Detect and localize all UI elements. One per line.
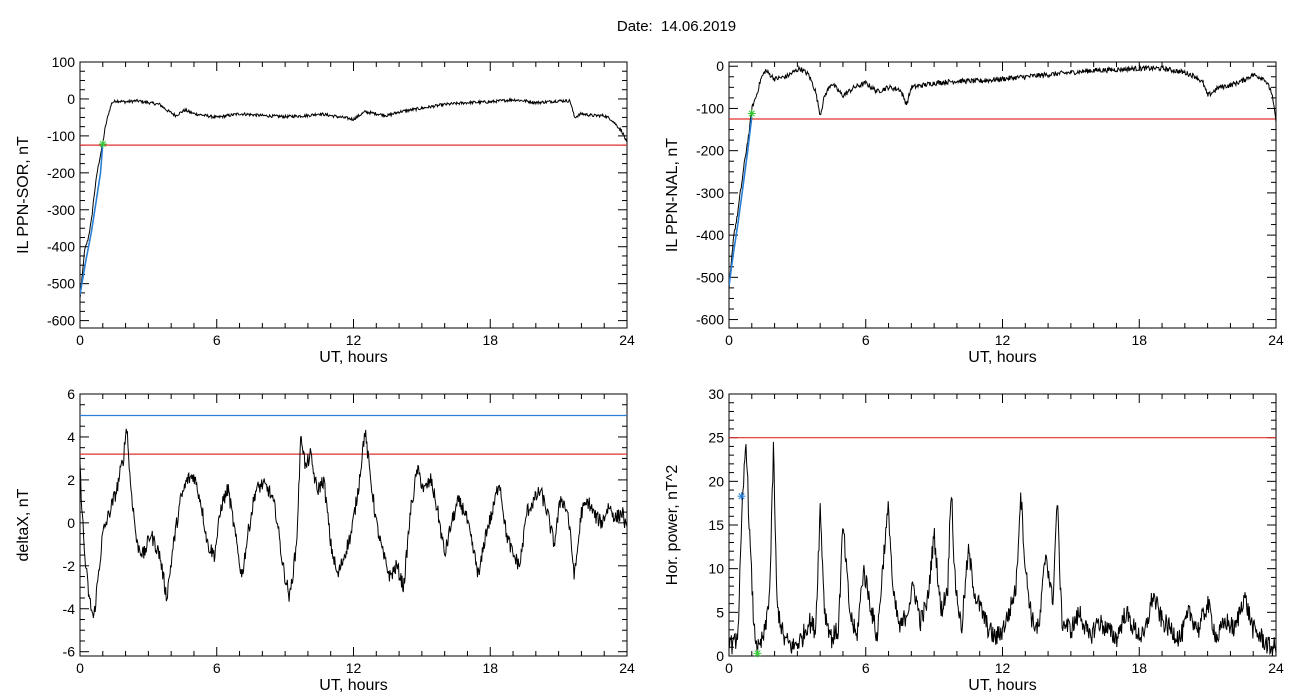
plot-area	[80, 97, 627, 299]
x-axis-label: UT, hours	[968, 677, 1036, 694]
onset-marker	[98, 140, 107, 149]
x-tick-label: 18	[482, 332, 498, 348]
y-tick-label: 5	[716, 604, 724, 620]
x-tick-label: 24	[1268, 660, 1284, 676]
y-tick-label: 25	[708, 430, 724, 446]
x-tick-label: 0	[725, 660, 733, 676]
x-tick-label: 18	[482, 660, 498, 676]
x-tick-label: 24	[619, 332, 635, 348]
y-tick-label: -100	[696, 100, 724, 116]
plot-area	[729, 64, 1276, 288]
y-axis-label: Hor. power, nT^2	[664, 465, 681, 586]
plot-frame	[79, 393, 628, 657]
y-tick-label: -2	[63, 558, 76, 574]
x-tick-label: 12	[346, 332, 362, 348]
y-tick-label: 30	[708, 386, 724, 402]
panel-ppn-sor: 0 6 12 18 24 100 0 -100 -200 -300 -400 -500 -600 UT, …	[15, 54, 635, 366]
x-tick-label: 24	[619, 660, 635, 676]
onset-marker	[747, 109, 756, 118]
x-tick-label: 18	[1131, 332, 1147, 348]
x-tick-label: 0	[76, 332, 84, 348]
y-tick-label: 4	[67, 429, 75, 445]
y-tick-label: 0	[716, 58, 724, 74]
y-tick-label: 0	[716, 648, 724, 664]
x-tick-label: 18	[1131, 660, 1147, 676]
x-axis-label: UT, hours	[319, 677, 387, 694]
y-tick-label: -200	[696, 143, 724, 159]
data-series-line	[729, 64, 1276, 288]
plot-area	[729, 437, 1276, 656]
y-axis-label: IL PPN-SOR, nT	[15, 136, 32, 254]
y-tick-label: -100	[47, 128, 75, 144]
onset-segment-line	[729, 116, 753, 286]
y-tick-label: 2	[67, 472, 75, 488]
y-tick-label: -200	[47, 165, 75, 181]
y-tick-label: -300	[47, 202, 75, 218]
onset-marker	[753, 649, 762, 658]
y-tick-label: -400	[47, 239, 75, 255]
date-header: Date: 14.06.2019	[616, 18, 737, 35]
data-series-line	[729, 441, 1276, 656]
x-tick-label: 12	[995, 332, 1011, 348]
y-axis-label: IL PPN-NAL, nT	[664, 138, 681, 252]
x-tick-label: 0	[725, 332, 733, 348]
panel-hor-power: 0 6 12 18 24 0 5 10 15 20 25 30 UT, hours Hor. power,…	[664, 386, 1284, 694]
x-tick-label: 6	[862, 660, 870, 676]
x-tick-label: 12	[346, 660, 362, 676]
x-tick-label: 24	[1268, 332, 1284, 348]
x-axis-label: UT, hours	[968, 349, 1036, 366]
plot-frame	[728, 393, 1277, 657]
y-tick-label: 6	[67, 386, 75, 402]
y-tick-label: -4	[63, 601, 76, 617]
y-tick-label: -500	[696, 269, 724, 285]
data-series-line	[80, 97, 627, 299]
y-tick-label: 10	[708, 561, 724, 577]
y-tick-label: 0	[67, 515, 75, 531]
y-tick-label: 0	[67, 91, 75, 107]
x-tick-label: 6	[213, 332, 221, 348]
plot-area	[80, 414, 627, 618]
data-series-line	[80, 428, 627, 618]
y-tick-label: 100	[52, 54, 76, 70]
y-tick-label: 15	[708, 517, 724, 533]
x-axis-label: UT, hours	[319, 349, 387, 366]
y-tick-label: -600	[696, 312, 724, 328]
y-tick-label: 20	[708, 473, 724, 489]
panel-deltax: 0 6 12 18 24 6 4 2 0 -2 -4 -6 UT, hours deltaX, nT	[15, 386, 635, 694]
onset-segment-line	[80, 143, 104, 295]
y-tick-label: -600	[47, 313, 75, 329]
x-tick-label: 6	[213, 660, 221, 676]
x-tick-label: 12	[995, 660, 1011, 676]
panel-ppn-nal: 0 6 12 18 24 0 -100 -200 -300 -400 -500 -600 UT, hou…	[664, 58, 1284, 366]
x-tick-label: 6	[862, 332, 870, 348]
y-tick-label: -500	[47, 276, 75, 292]
peak-marker	[737, 492, 746, 501]
y-tick-label: -400	[696, 227, 724, 243]
y-tick-label: -300	[696, 185, 724, 201]
y-tick-label: -6	[63, 644, 76, 660]
y-axis-label: deltaX, nT	[15, 488, 32, 561]
plot-frame	[728, 61, 1277, 329]
x-tick-label: 0	[76, 660, 84, 676]
